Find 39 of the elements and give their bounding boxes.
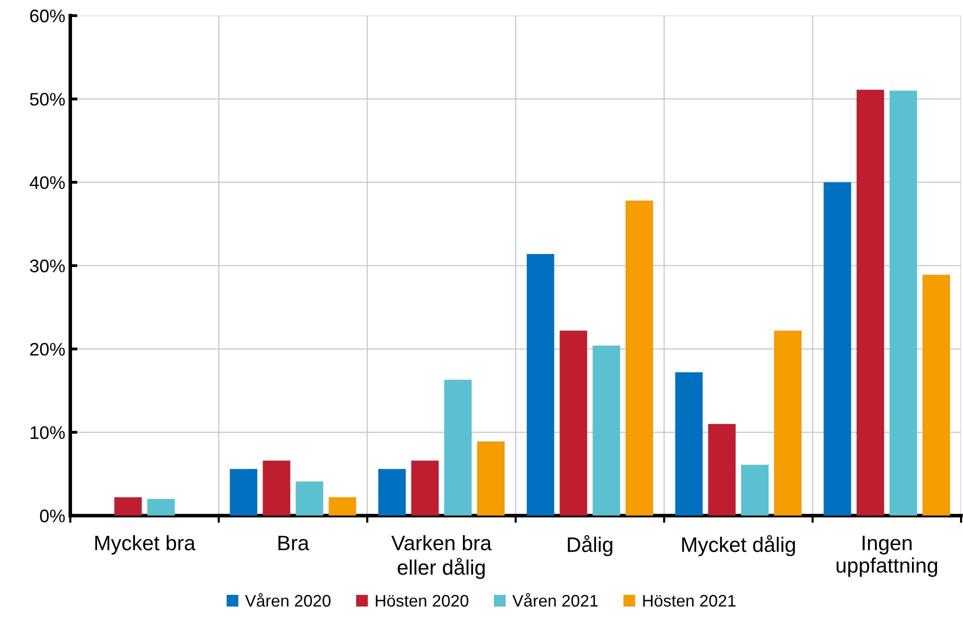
y-tick-label: 60% (30, 10, 65, 22)
bar (114, 497, 142, 516)
bar (741, 464, 769, 516)
bar (477, 441, 505, 516)
y-tick-label: 50% (30, 92, 65, 106)
x-tick-label: Mycket dålig (682, 535, 795, 556)
bar (774, 330, 802, 516)
bar (147, 498, 175, 516)
bar (328, 497, 356, 516)
bar (856, 90, 884, 516)
x-tick-label: Dålig (568, 535, 612, 556)
bar (824, 182, 852, 516)
y-tick-label: 20% (30, 342, 65, 356)
bar (675, 372, 703, 516)
bar (526, 254, 554, 516)
bar (230, 468, 258, 516)
bar (708, 424, 736, 516)
bar (890, 90, 918, 516)
bar (444, 380, 472, 516)
legend-label: Våren 2021 (512, 593, 598, 607)
x-tick-label: Ingen uppfattning (836, 536, 938, 577)
y-tick-label: 30% (30, 260, 65, 272)
x-tick-label: Bra (278, 536, 310, 550)
bar (626, 200, 654, 516)
legend-label: Hösten 2021 (643, 594, 736, 607)
bar (922, 274, 950, 516)
bar (378, 468, 406, 516)
bar (411, 460, 439, 516)
legend-label: Hösten 2020 (376, 594, 468, 607)
bar (296, 481, 324, 516)
y-tick-label: 0% (40, 510, 65, 522)
legend-label: Våren 2020 (245, 593, 331, 607)
bar (262, 460, 290, 516)
bar (592, 346, 620, 516)
x-tick-label: Varken bra eller dålig (391, 535, 492, 579)
bar (560, 330, 588, 516)
y-tick-label: 40% (30, 176, 65, 190)
x-tick-label: Mycket bra (95, 535, 196, 554)
y-tick-label: 10% (30, 426, 65, 440)
